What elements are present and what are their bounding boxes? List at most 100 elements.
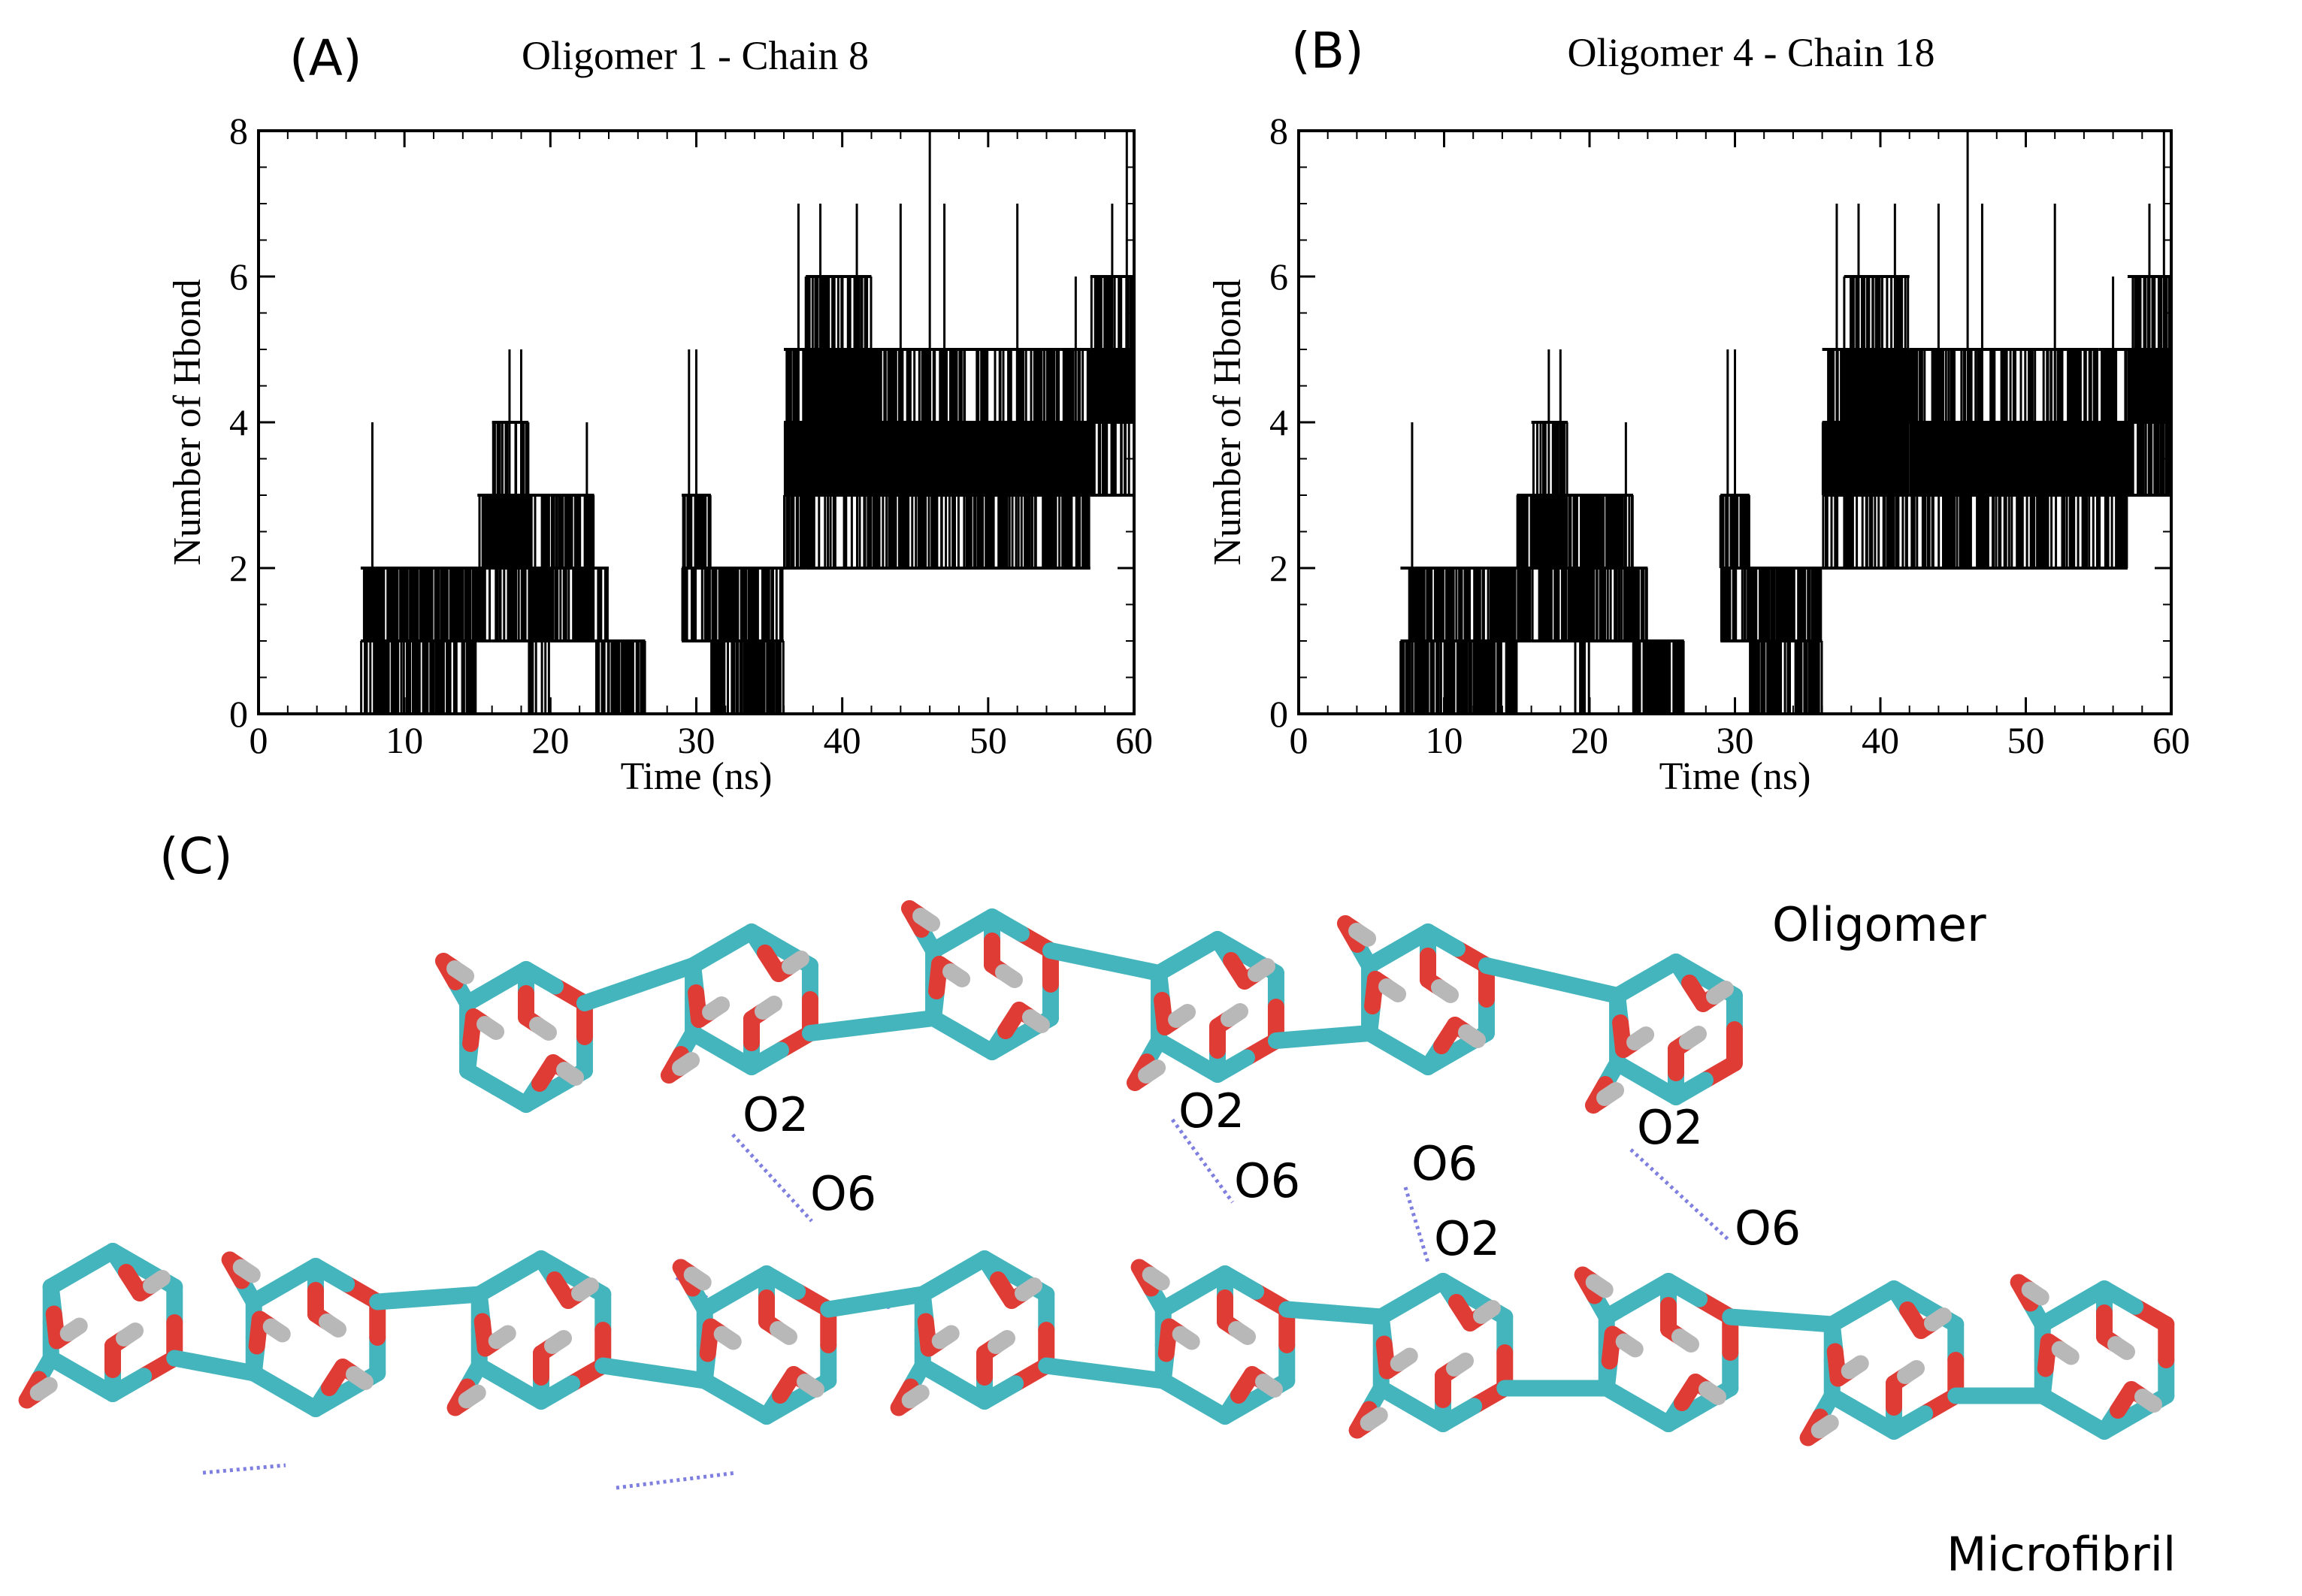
bond-stick bbox=[1679, 1026, 1707, 1050]
x-tick-label: 0 bbox=[1290, 719, 1308, 761]
chart-a-title: Oligomer 1 - Chain 8 bbox=[522, 33, 869, 78]
x-tick-label: 0 bbox=[250, 719, 268, 761]
bond-stick bbox=[2134, 1389, 2162, 1413]
bond-stick bbox=[1390, 1347, 1418, 1372]
bond-stick bbox=[59, 1317, 88, 1342]
bond-stick bbox=[1042, 942, 1113, 970]
atom-label-o2: O2 bbox=[743, 1087, 809, 1142]
bond-stick bbox=[864, 1010, 942, 1034]
chart-a-y-axis-label: Number of Hbond bbox=[166, 279, 209, 565]
bond-stick bbox=[1596, 1082, 1625, 1106]
bond-stick bbox=[942, 963, 971, 987]
y-tick-label: 4 bbox=[1269, 401, 1288, 443]
x-tick-label: 50 bbox=[970, 719, 1007, 761]
x-tick-label: 60 bbox=[1115, 719, 1153, 761]
x-tick-label: 20 bbox=[531, 719, 569, 761]
bond-stick bbox=[1022, 1009, 1050, 1033]
chart-b-ticks: 0 10 20 30 40 50 60 0 2 4 6 8 bbox=[1269, 110, 2190, 761]
bond-stick bbox=[1097, 1365, 1172, 1389]
x-tick-label: 60 bbox=[2152, 719, 2190, 761]
bond-stick bbox=[1446, 1353, 1474, 1377]
chart-b-y-axis-label: Number of Hbond bbox=[1206, 279, 1249, 565]
y-tick-label: 2 bbox=[229, 547, 248, 589]
y-tick-label: 6 bbox=[1269, 255, 1288, 298]
bond-stick bbox=[1221, 1003, 1248, 1027]
bond-stick bbox=[1671, 1328, 1699, 1353]
bond-stick bbox=[672, 1052, 700, 1076]
bond-stick bbox=[319, 1313, 346, 1338]
bond-stick bbox=[1722, 1308, 1789, 1329]
bond-stick bbox=[1478, 957, 1560, 989]
panel-b-letter: (B) bbox=[1291, 22, 1364, 80]
bond-stick bbox=[29, 1377, 58, 1401]
hydrogen-bond bbox=[202, 1463, 286, 1475]
oligomer-label: Oligomer bbox=[1772, 897, 1986, 952]
bond-stick bbox=[346, 1366, 374, 1390]
chart-a-marks bbox=[259, 131, 1136, 715]
atom-label-o2: O2 bbox=[1434, 1211, 1500, 1266]
bond-stick bbox=[901, 1384, 930, 1409]
series-fluctuation-segment bbox=[528, 495, 552, 714]
chart-b-title: Oligomer 4 - Chain 18 bbox=[1568, 30, 1935, 75]
bond-stick bbox=[1228, 1321, 1256, 1345]
bond-stick bbox=[1378, 978, 1407, 1002]
bond-stick bbox=[262, 1318, 291, 1343]
bond-stick bbox=[1458, 1024, 1486, 1048]
y-tick-label: 2 bbox=[1269, 547, 1288, 589]
bond-stick bbox=[1585, 1274, 1614, 1298]
bond-stick bbox=[912, 908, 941, 932]
atom-label-o2: O2 bbox=[1178, 1084, 1245, 1138]
bond-stick bbox=[1360, 1407, 1388, 1431]
bond-stick bbox=[576, 976, 647, 1011]
bond-stick bbox=[369, 1289, 437, 1310]
bond-stick bbox=[1699, 1381, 1726, 1405]
bond-stick bbox=[420, 1286, 488, 1307]
atom-label-o6: O6 bbox=[1234, 1153, 1300, 1208]
series-fluctuation-segment bbox=[1821, 349, 1845, 568]
atom-label-o6: O6 bbox=[1411, 1136, 1478, 1191]
bond-stick bbox=[1015, 1277, 1042, 1301]
series-fluctuation-segment bbox=[1399, 568, 1416, 714]
bond-stick bbox=[631, 957, 702, 993]
molecule-structure: Oligomer Microfibril O2 O6 O2 O6 O6 O2 O… bbox=[18, 897, 2176, 1582]
bond-stick bbox=[488, 1325, 516, 1350]
bond-stick bbox=[2021, 1281, 2049, 1306]
bond-stick bbox=[867, 1286, 931, 1310]
hydrogen-bond bbox=[616, 1471, 737, 1490]
bond-stick bbox=[702, 996, 731, 1020]
bond-stick bbox=[1473, 1300, 1501, 1324]
atom-label-o2: O2 bbox=[1637, 1100, 1703, 1155]
bond-stick bbox=[1168, 1004, 1196, 1028]
chart-a: Oligomer 1 - Chain 8 0 10 20 30 40 50 6002468 … bbox=[166, 33, 1153, 798]
bond-stick bbox=[1706, 981, 1734, 1005]
bond-stick bbox=[556, 1062, 584, 1086]
bond-stick bbox=[801, 1017, 880, 1041]
bond-stick bbox=[931, 1325, 960, 1350]
bond-stick bbox=[1097, 954, 1168, 981]
bond-stick bbox=[1255, 1374, 1283, 1398]
bond-stick bbox=[770, 1321, 797, 1345]
bond-stick bbox=[2107, 1336, 2135, 1360]
series-fluctuation-segment bbox=[1647, 641, 1685, 714]
bond-stick bbox=[1810, 1414, 1839, 1439]
microfibril-label: Microfibril bbox=[1947, 1527, 2176, 1582]
bond-stick bbox=[544, 1330, 572, 1354]
bond-stick bbox=[206, 1357, 262, 1382]
panel-c-letter: (C) bbox=[159, 827, 233, 885]
atom-label-o6: O6 bbox=[1735, 1201, 1801, 1256]
y-tick-label: 0 bbox=[1269, 693, 1288, 735]
x-tick-label: 30 bbox=[1717, 719, 1754, 761]
hydrogen-bond bbox=[731, 1133, 813, 1223]
bond-stick bbox=[995, 964, 1023, 988]
bond-stick bbox=[713, 1325, 742, 1350]
series-fluctuation-segment bbox=[1588, 495, 1634, 641]
bond-stick bbox=[476, 1016, 505, 1040]
molecule-bonds bbox=[18, 900, 2175, 1446]
x-tick-label: 40 bbox=[824, 719, 861, 761]
bond-stick bbox=[1431, 979, 1459, 1003]
bond-stick bbox=[1897, 1360, 1925, 1384]
bond-stick bbox=[529, 1017, 557, 1041]
x-tick-label: 10 bbox=[386, 719, 423, 761]
bond-stick bbox=[1248, 958, 1275, 982]
